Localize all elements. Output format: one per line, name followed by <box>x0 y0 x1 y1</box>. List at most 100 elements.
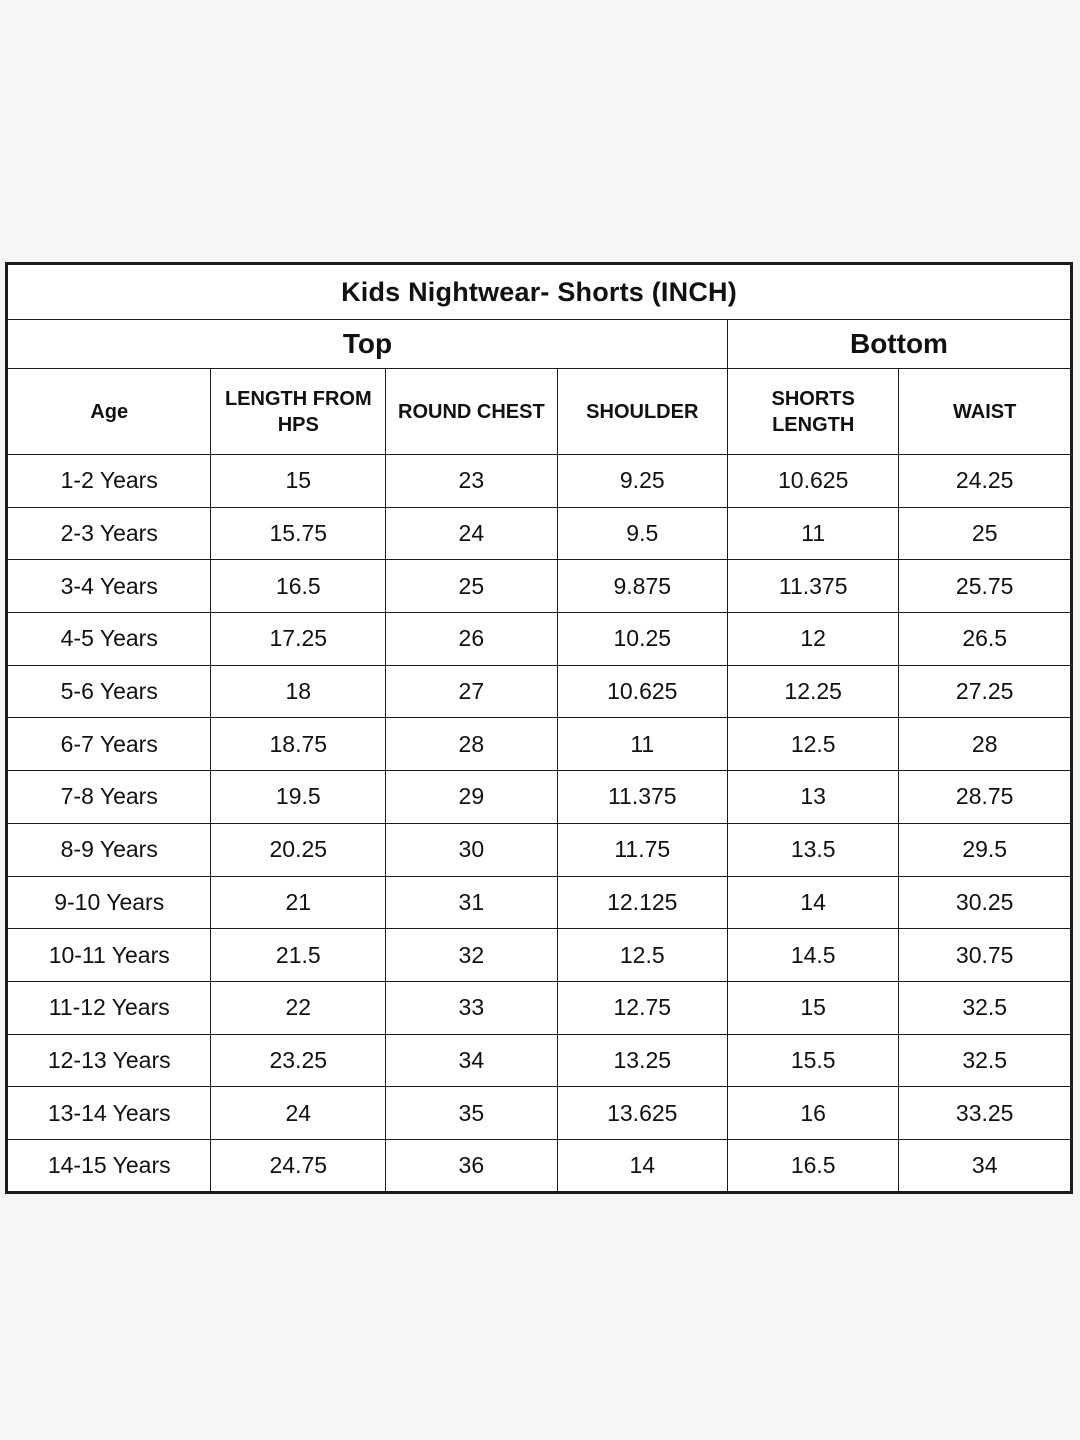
cell-waist: 34 <box>898 1138 1072 1193</box>
group-header-top: Top <box>6 319 728 369</box>
table-row: 1-2 Years 15 23 9.25 10.625 24.25 <box>5 454 1072 508</box>
table-row: 5-6 Years 18 27 10.625 12.25 27.25 <box>5 664 1072 719</box>
cell-length-from-hps: 21 <box>210 875 387 930</box>
cell-age: 10-11 Years <box>5 928 212 982</box>
cell-shoulder: 12.5 <box>556 928 728 982</box>
group-header-row: Top Bottom <box>6 319 1073 369</box>
cell-waist: 28.75 <box>898 770 1072 824</box>
cell-length-from-hps: 23.25 <box>210 1033 387 1088</box>
table-title-row: Kids Nightwear- Shorts (INCH) <box>6 263 1072 320</box>
cell-age: 9-10 Years <box>5 875 212 930</box>
cell-shorts-length: 16.5 <box>726 1138 900 1193</box>
cell-length-from-hps: 18 <box>210 664 387 719</box>
cell-shorts-length: 10.625 <box>726 454 900 508</box>
cell-age: 5-6 Years <box>5 664 212 719</box>
cell-shoulder: 12.125 <box>556 875 728 930</box>
cell-length-from-hps: 21.5 <box>210 928 387 982</box>
cell-age: 6-7 Years <box>5 717 212 772</box>
column-header-waist: WAIST <box>898 368 1072 455</box>
cell-round-chest: 24 <box>385 506 558 561</box>
cell-round-chest: 36 <box>385 1138 558 1193</box>
cell-round-chest: 32 <box>385 928 558 982</box>
cell-length-from-hps: 16.5 <box>210 559 387 614</box>
cell-round-chest: 30 <box>385 822 558 877</box>
cell-shorts-length: 14.5 <box>726 928 900 982</box>
cell-shorts-length: 14 <box>726 875 900 930</box>
cell-shoulder: 11.375 <box>556 770 728 824</box>
cell-waist: 25.75 <box>898 559 1072 614</box>
cell-round-chest: 26 <box>385 612 558 666</box>
cell-length-from-hps: 24 <box>210 1086 387 1140</box>
column-header-length-from-hps: LENGTH FROM HPS <box>210 368 387 455</box>
cell-waist: 25 <box>898 506 1072 561</box>
cell-length-from-hps: 20.25 <box>210 822 387 877</box>
cell-shorts-length: 11 <box>726 506 900 561</box>
table-row: 2-3 Years 15.75 24 9.5 11 25 <box>5 506 1072 561</box>
size-chart-table: Kids Nightwear- Shorts (INCH) Top Bottom… <box>5 262 1073 1194</box>
cell-waist: 28 <box>898 717 1072 772</box>
cell-shorts-length: 15.5 <box>726 1033 900 1088</box>
cell-shorts-length: 13.5 <box>726 822 900 877</box>
cell-waist: 32.5 <box>898 1033 1072 1088</box>
table-row: 6-7 Years 18.75 28 11 12.5 28 <box>5 717 1072 772</box>
cell-length-from-hps: 15.75 <box>210 506 387 561</box>
cell-shorts-length: 12.5 <box>726 717 900 772</box>
cell-waist: 24.25 <box>898 454 1072 508</box>
table-title: Kids Nightwear- Shorts (INCH) <box>6 263 1072 320</box>
table-row: 3-4 Years 16.5 25 9.875 11.375 25.75 <box>5 559 1072 614</box>
cell-age: 4-5 Years <box>5 612 212 666</box>
cell-length-from-hps: 24.75 <box>210 1138 387 1193</box>
cell-age: 14-15 Years <box>5 1138 212 1193</box>
cell-age: 8-9 Years <box>5 822 212 877</box>
cell-shoulder: 9.5 <box>556 506 728 561</box>
cell-round-chest: 29 <box>385 770 558 824</box>
table-row: 8-9 Years 20.25 30 11.75 13.5 29.5 <box>5 822 1072 877</box>
cell-age: 12-13 Years <box>5 1033 212 1088</box>
cell-round-chest: 34 <box>385 1033 558 1088</box>
cell-age: 13-14 Years <box>5 1086 212 1140</box>
cell-shorts-length: 12 <box>726 612 900 666</box>
cell-shoulder: 9.875 <box>556 559 728 614</box>
cell-shoulder: 11 <box>556 717 728 772</box>
table-row: 11-12 Years 22 33 12.75 15 32.5 <box>5 980 1072 1035</box>
table-row: 14-15 Years 24.75 36 14 16.5 34 <box>5 1138 1072 1193</box>
cell-shorts-length: 12.25 <box>726 664 900 719</box>
cell-shoulder: 13.25 <box>556 1033 728 1088</box>
table-row: 4-5 Years 17.25 26 10.25 12 26.5 <box>5 612 1072 666</box>
column-header-shorts-length: SHORTS LENGTH <box>726 368 900 455</box>
cell-age: 2-3 Years <box>5 506 212 561</box>
cell-age: 3-4 Years <box>5 559 212 614</box>
cell-shoulder: 10.625 <box>556 664 728 719</box>
cell-round-chest: 33 <box>385 980 558 1035</box>
cell-round-chest: 27 <box>385 664 558 719</box>
cell-age: 1-2 Years <box>5 454 212 508</box>
cell-length-from-hps: 17.25 <box>210 612 387 666</box>
cell-shoulder: 12.75 <box>556 980 728 1035</box>
group-header-bottom: Bottom <box>726 319 1073 369</box>
cell-shorts-length: 13 <box>726 770 900 824</box>
cell-shoulder: 13.625 <box>556 1086 728 1140</box>
cell-shorts-length: 11.375 <box>726 559 900 614</box>
column-header-round-chest: ROUND CHEST <box>385 368 558 455</box>
cell-round-chest: 23 <box>385 454 558 508</box>
cell-shorts-length: 16 <box>726 1086 900 1140</box>
cell-round-chest: 25 <box>385 559 558 614</box>
column-header-row: Age LENGTH FROM HPS ROUND CHEST SHOULDER… <box>5 368 1072 455</box>
table-row: 9-10 Years 21 31 12.125 14 30.25 <box>5 875 1072 930</box>
column-header-shoulder: SHOULDER <box>556 368 728 455</box>
cell-round-chest: 35 <box>385 1086 558 1140</box>
column-header-age: Age <box>5 368 212 455</box>
cell-length-from-hps: 19.5 <box>210 770 387 824</box>
cell-shoulder: 14 <box>556 1138 728 1193</box>
cell-shoulder: 10.25 <box>556 612 728 666</box>
cell-waist: 26.5 <box>898 612 1072 666</box>
size-chart-body: 1-2 Years 15 23 9.25 10.625 24.25 2-3 Years 15.… <box>5 454 1072 1193</box>
cell-waist: 27.25 <box>898 664 1072 719</box>
cell-round-chest: 31 <box>385 875 558 930</box>
cell-waist: 30.25 <box>898 875 1072 930</box>
cell-length-from-hps: 15 <box>210 454 387 508</box>
cell-waist: 32.5 <box>898 980 1072 1035</box>
cell-length-from-hps: 22 <box>210 980 387 1035</box>
table-row: 13-14 Years 24 35 13.625 16 33.25 <box>5 1086 1072 1140</box>
